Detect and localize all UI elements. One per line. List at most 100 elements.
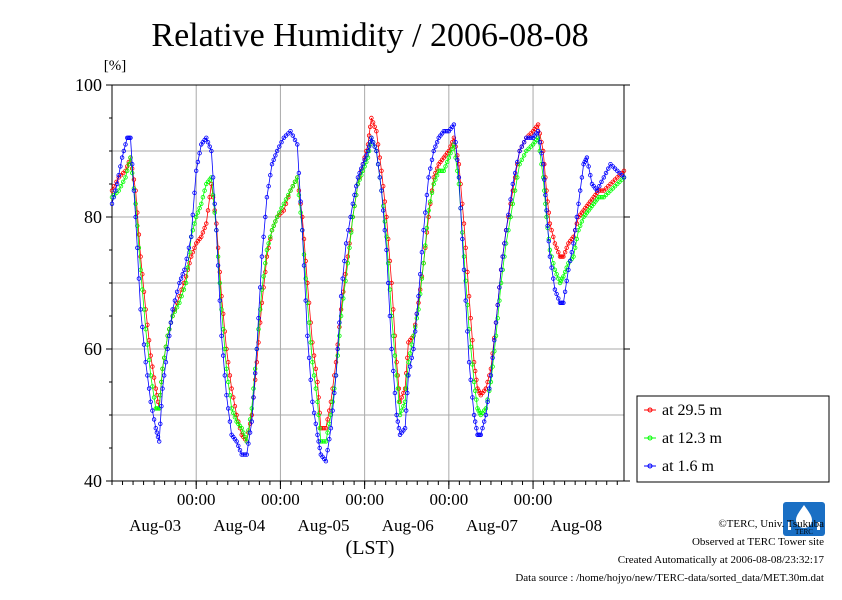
data-point [150, 384, 155, 389]
data-point [395, 419, 400, 424]
y-axis-unit-label: [%] [104, 58, 127, 74]
data-point [256, 340, 261, 345]
data-point [199, 234, 204, 239]
data-point [561, 274, 566, 279]
data-point [381, 183, 386, 189]
data-point [434, 139, 440, 145]
data-point [370, 120, 376, 125]
data-point [581, 161, 586, 167]
data-point [181, 287, 187, 292]
data-point [281, 201, 286, 206]
data-point [521, 153, 527, 158]
data-point [610, 164, 615, 169]
data-point [372, 124, 377, 129]
data-point [498, 280, 504, 286]
data-point [617, 170, 622, 176]
data-point [539, 150, 544, 156]
data-point [172, 309, 178, 314]
data-point [158, 421, 163, 426]
data-point [406, 373, 411, 378]
data-point [463, 278, 468, 283]
data-point [197, 205, 202, 211]
data-point [414, 311, 419, 316]
data-point [468, 344, 473, 349]
data-point [148, 399, 153, 404]
data-point [251, 395, 256, 400]
data-point [241, 430, 246, 435]
data-point [193, 214, 199, 220]
data-point [569, 249, 574, 255]
data-point [249, 406, 254, 411]
data-point [471, 379, 477, 385]
data-point [328, 412, 334, 418]
data-point [136, 232, 142, 237]
data-point [256, 327, 261, 332]
data-point [488, 373, 494, 378]
x-time-label: 00:00 [177, 490, 216, 509]
data-point [446, 155, 451, 160]
data-point [428, 199, 433, 204]
data-point [615, 168, 620, 173]
data-point [574, 236, 579, 242]
data-point [266, 241, 271, 246]
x-day-label: Aug-07 [466, 516, 518, 535]
data-point [195, 159, 201, 165]
data-point [541, 161, 546, 167]
data-point [254, 360, 259, 365]
data-point [156, 439, 162, 444]
data-point [473, 388, 478, 393]
data-point [524, 148, 529, 154]
data-point [426, 208, 431, 213]
data-point [273, 219, 278, 224]
data-point [386, 261, 391, 266]
data-point [549, 265, 554, 270]
data-point [352, 192, 357, 198]
data-point [220, 311, 226, 316]
data-point [379, 188, 384, 193]
data-point [567, 258, 573, 264]
data-point [300, 227, 305, 233]
data-point [269, 161, 275, 167]
data-point [197, 150, 202, 156]
data-point [332, 390, 337, 396]
data-point [188, 234, 194, 239]
data-point [465, 329, 470, 334]
data-point [392, 353, 398, 358]
data-point [342, 258, 347, 264]
data-point [493, 333, 499, 338]
data-point [305, 333, 310, 338]
data-point [535, 128, 541, 134]
data-point [608, 181, 613, 187]
legend-swatch-marker [647, 463, 653, 469]
data-point [458, 205, 463, 211]
data-point [215, 263, 221, 268]
data-point [473, 419, 478, 424]
data-point [349, 230, 354, 235]
data-point [475, 386, 480, 391]
data-point [141, 342, 147, 347]
data-point [301, 252, 307, 257]
data-point [313, 366, 318, 371]
legend-box [636, 395, 830, 483]
data-point [493, 320, 499, 325]
data-point [461, 254, 467, 259]
data-point [375, 142, 381, 147]
data-point [237, 448, 243, 453]
data-point [298, 199, 303, 204]
data-point [483, 412, 489, 418]
data-point [571, 241, 576, 246]
data-point [170, 307, 175, 312]
data-point [497, 298, 502, 303]
data-point [365, 148, 371, 154]
data-point [488, 379, 494, 385]
data-point [510, 201, 515, 206]
data-point [409, 355, 414, 360]
data-point [368, 139, 373, 145]
data-point [519, 144, 524, 149]
data-point [485, 399, 490, 404]
y-tick-label: 100 [75, 75, 102, 95]
data-point [542, 188, 547, 193]
data-point [195, 210, 201, 215]
data-point [303, 276, 308, 281]
data-point [490, 364, 495, 369]
